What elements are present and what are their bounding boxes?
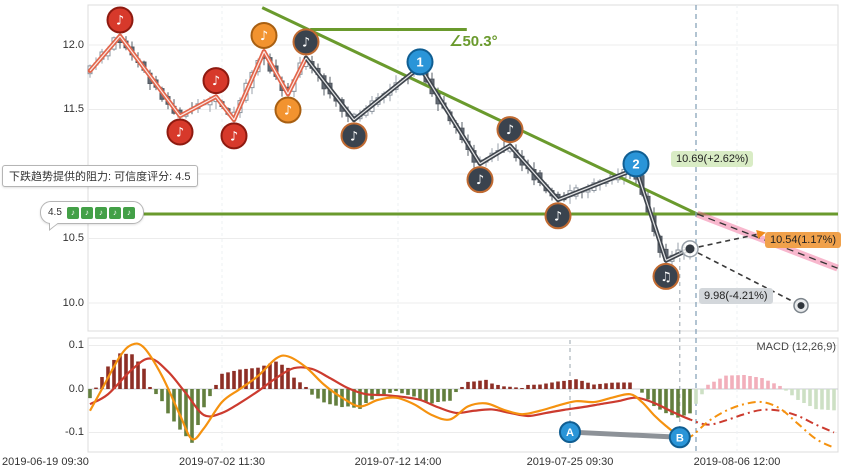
note-marker[interactable]: ♪ [274, 96, 302, 124]
resistance-price-tag: 10.69(+2.62%) [671, 151, 754, 167]
note-marker[interactable]: ♪ [106, 6, 134, 34]
macd-tick-neg0.1: -0.1 [65, 426, 84, 438]
note-marker[interactable]: ♪ [250, 21, 278, 49]
note-marker[interactable]: ♪ [220, 122, 248, 150]
note-marker[interactable]: ♪ [166, 118, 194, 146]
svg-text:♪: ♪ [302, 35, 310, 50]
svg-text:♪: ♪ [350, 129, 358, 144]
x-label-0: 2019-06-19 09:30 [2, 456, 89, 468]
ab-connector [569, 429, 680, 440]
note-marker[interactable]: ♫ [652, 262, 680, 290]
svg-text:♪: ♪ [116, 13, 124, 28]
trend-resistance-tooltip: 下跌趋势提供的阻力: 可信度评分: 4.5 [2, 165, 198, 187]
svg-text:1: 1 [416, 54, 423, 69]
confidence-rating-notes: ♪ ♪ ♪ ♪ ♪ [66, 206, 135, 219]
svg-text:♪: ♪ [476, 173, 484, 188]
rating-note-icon: ♪ [80, 206, 93, 219]
confidence-rating-badge[interactable]: 4.5 ♪ ♪ ♪ ♪ ♪ [40, 201, 144, 231]
svg-text:♪: ♪ [554, 209, 562, 224]
current-price-marker[interactable] [681, 240, 699, 258]
svg-text:2: 2 [632, 156, 639, 171]
macd-line-dif [89, 342, 690, 441]
wave-number-marker[interactable]: 1 [406, 48, 434, 76]
rating-note-icon: ♪ [94, 206, 107, 219]
note-marker[interactable]: ♪ [496, 116, 524, 144]
rating-note-icon: ♪ [66, 206, 79, 219]
macd-params-label: MACD (12,26,9) [756, 341, 836, 353]
confidence-rating-value: 4.5 [48, 207, 62, 218]
macd-tick-0.0: 0.0 [68, 383, 84, 395]
svg-text:♪: ♪ [260, 29, 268, 44]
y-tick-10.5: 10.5 [62, 232, 84, 244]
panel-grid [87, 4, 839, 453]
rating-note-icon: ♪ [108, 206, 121, 219]
y-tick-12.0: 12.0 [62, 39, 84, 51]
x-label-1: 2019-07-02 11:30 [178, 456, 266, 468]
zigzag-line [87, 33, 693, 263]
svg-text:♪: ♪ [506, 123, 514, 138]
note-marker[interactable]: ♪ [340, 122, 368, 150]
macd-point-marker-A[interactable]: A [559, 421, 581, 444]
note-marker[interactable]: ♪ [466, 166, 494, 194]
macd-line-dea [89, 357, 690, 421]
rating-note-icon: ♪ [122, 206, 135, 219]
note-marker[interactable]: ♪ [292, 28, 320, 56]
lower-target-price-tag: 9.98(-4.21%) [699, 288, 773, 304]
y-tick-11.5: 11.5 [63, 103, 84, 115]
macd-tick-0.1: 0.1 [68, 339, 84, 351]
wave-number-marker[interactable]: 2 [622, 150, 650, 178]
x-label-2: 2019-07-12 14:00 [354, 456, 442, 468]
svg-text:♫: ♫ [660, 270, 672, 285]
price-projections [689, 229, 809, 314]
macd-point-marker-B[interactable]: B [668, 426, 691, 449]
svg-text:♪: ♪ [230, 129, 238, 144]
x-label-3: 2019-07-25 09:30 [526, 456, 614, 468]
svg-text:A: A [566, 427, 574, 439]
svg-text:♪: ♪ [176, 125, 184, 140]
note-marker[interactable]: ♪ [544, 202, 572, 230]
svg-text:♪: ♪ [212, 74, 220, 89]
y-tick-10.0: 10.0 [62, 297, 84, 309]
trendlines [135, 6, 838, 216]
macd-line-dea-projection [690, 408, 835, 434]
x-label-4: 2019-08-06 12:00 [693, 456, 781, 468]
svg-text:B: B [676, 432, 684, 444]
trend-angle-label: ∠50.3° [449, 33, 498, 50]
upper-target-price-tag: 10.54(1.17%) [765, 232, 842, 248]
projection-arrow [756, 229, 766, 239]
svg-text:♪: ♪ [284, 104, 292, 119]
note-marker[interactable]: ♪ [202, 67, 230, 95]
